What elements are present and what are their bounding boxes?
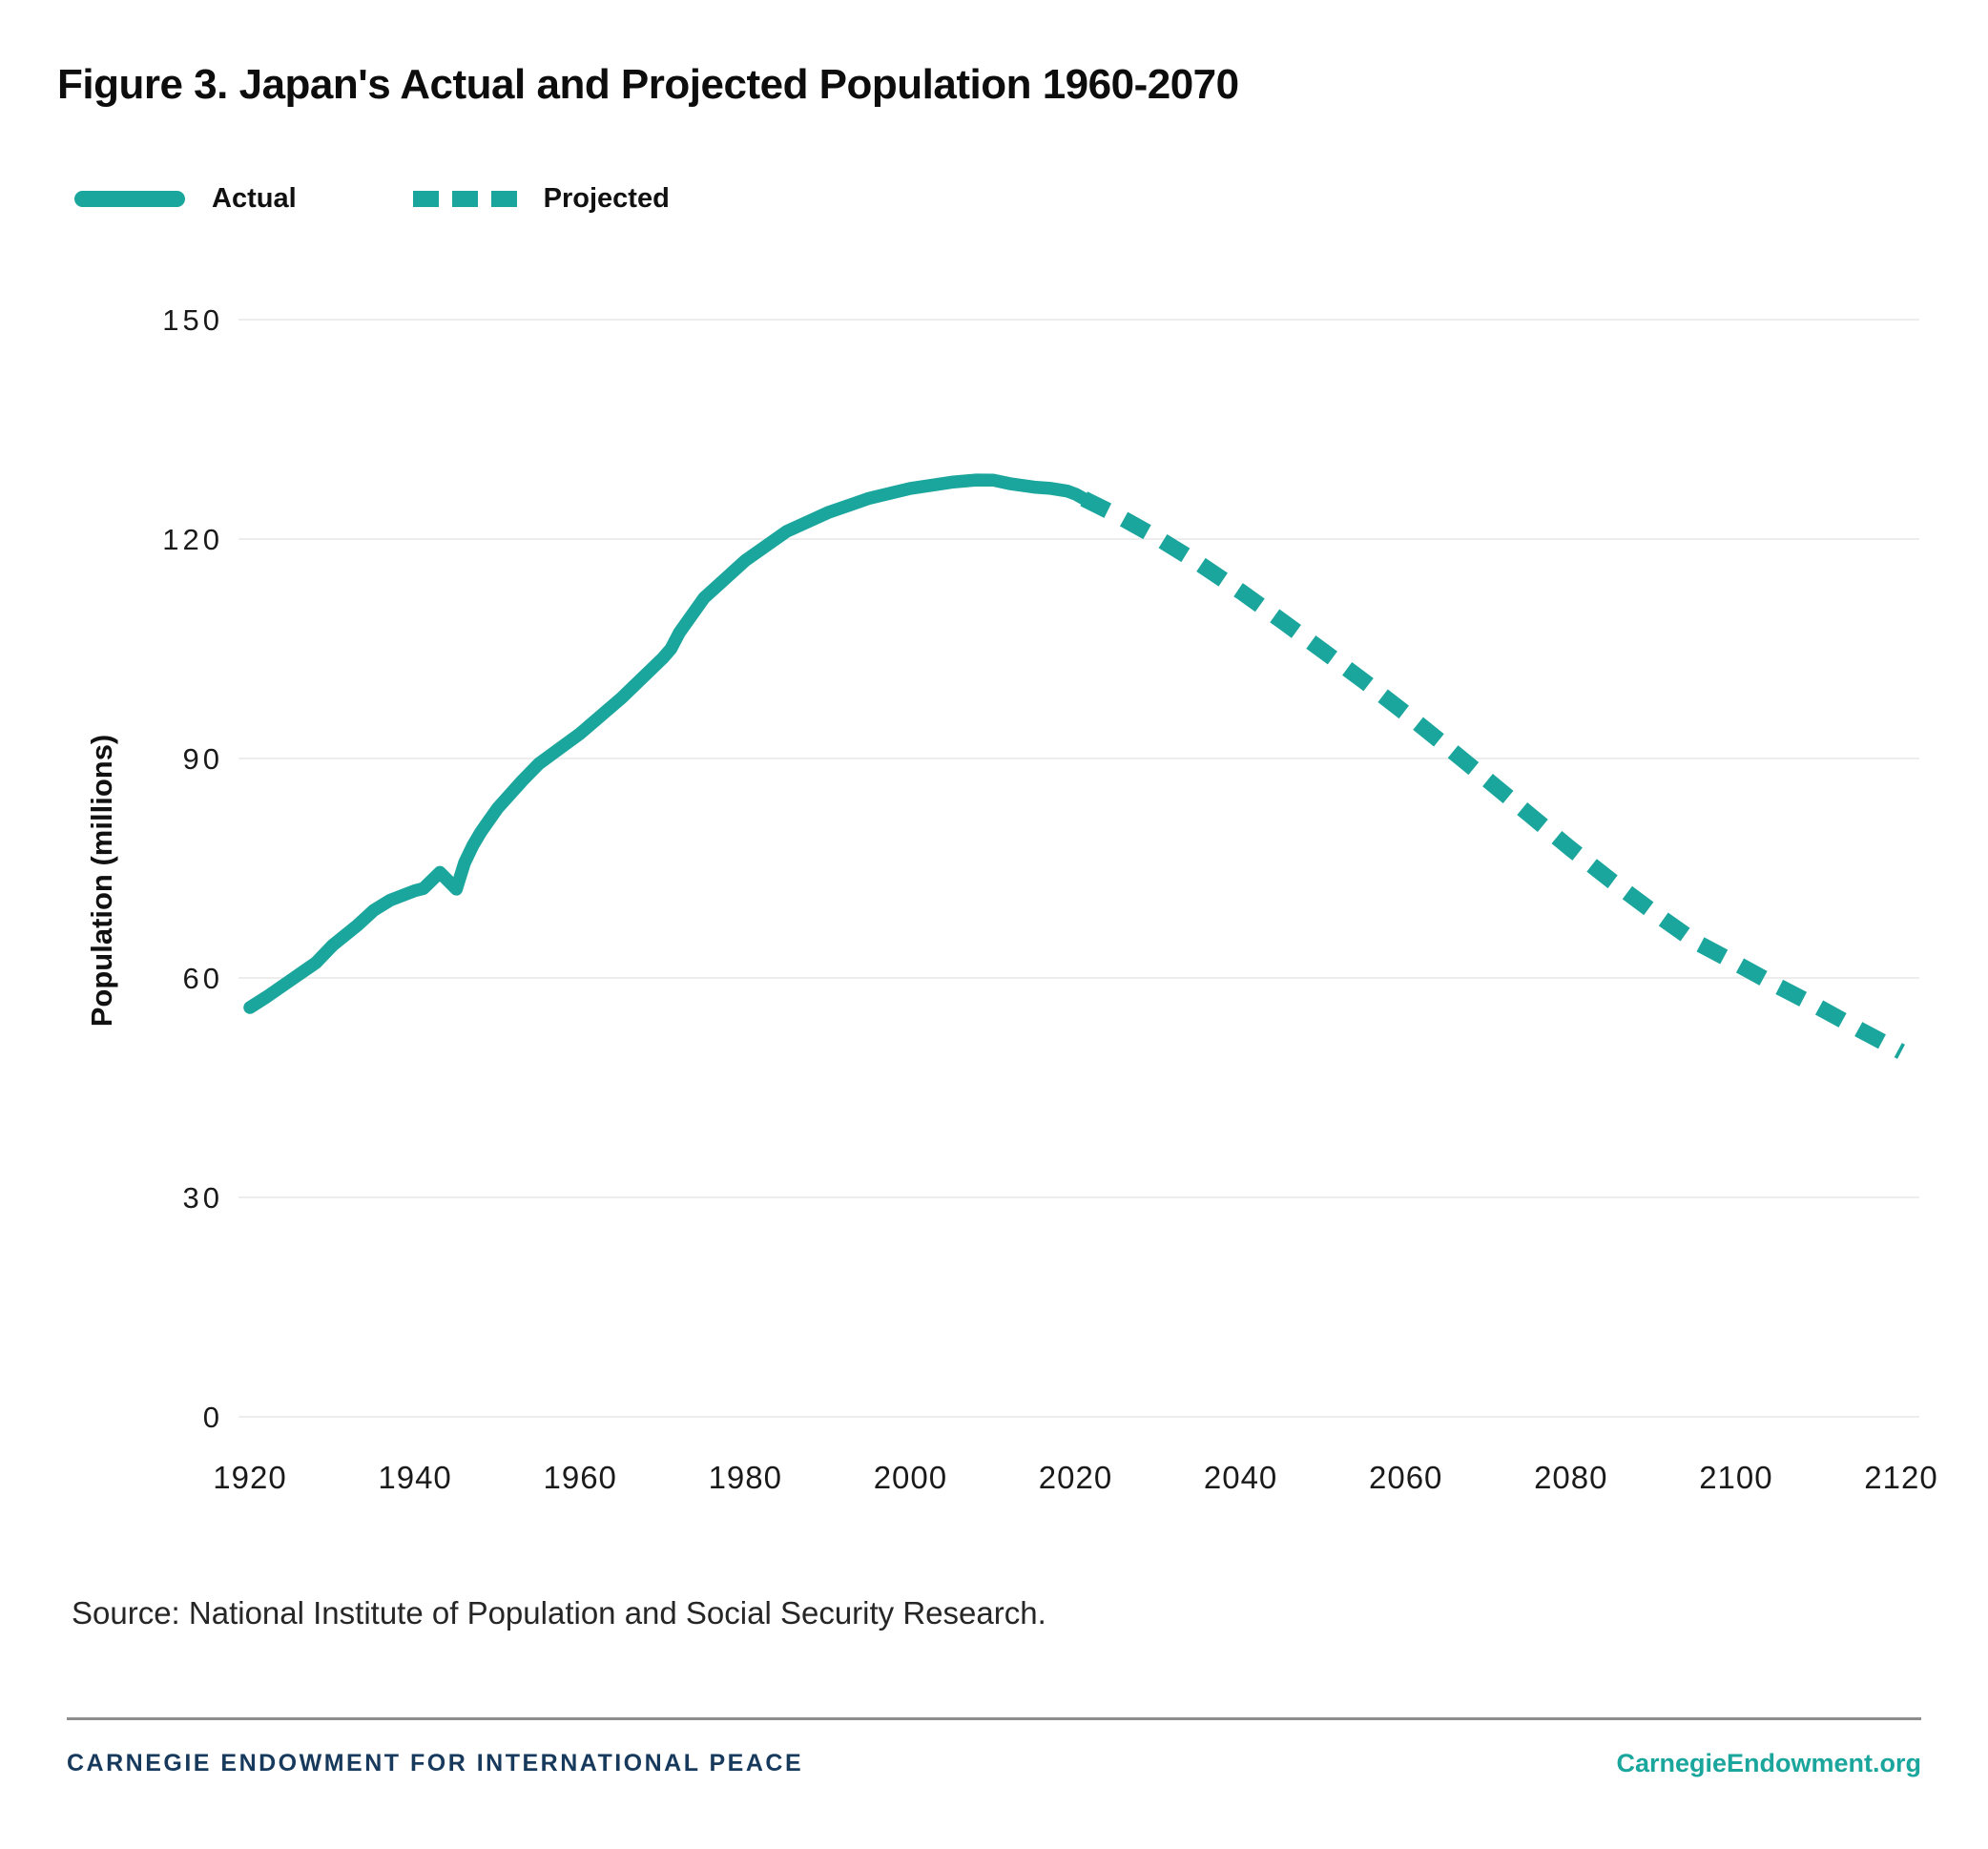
source-note: Source: National Institute of Population… (72, 1595, 1046, 1631)
x-tick-label-2000: 2000 (874, 1460, 947, 1495)
actual-line (243, 473, 1090, 1014)
y-tick-label-60: 60 (183, 962, 223, 995)
x-tick-label-2100: 2100 (1699, 1460, 1772, 1495)
legend-item-actual: Actual (74, 183, 297, 215)
x-tick-label-2060: 2060 (1369, 1460, 1442, 1495)
y-tick-label-30: 30 (183, 1181, 223, 1215)
legend-item-projected: Projected (412, 183, 670, 215)
x-tick-label-2120: 2120 (1864, 1460, 1937, 1495)
footer-org-name: CARNEGIE ENDOWMENT FOR INTERNATIONAL PEA… (67, 1750, 804, 1776)
x-tick-label-1920: 1920 (213, 1460, 286, 1495)
page-footer: CARNEGIE ENDOWMENT FOR INTERNATIONAL PEA… (67, 1749, 1921, 1778)
actual-line-swatch (74, 191, 185, 207)
legend-label-projected: Projected (543, 183, 670, 214)
x-tick-label-2020: 2020 (1039, 1460, 1112, 1495)
footer-divider (67, 1717, 1921, 1720)
x-tick-label-1940: 1940 (378, 1460, 451, 1495)
y-tick-label-150: 150 (162, 303, 223, 337)
footer-website-link[interactable]: CarnegieEndowment.org (1616, 1749, 1921, 1777)
y-tick-label-90: 90 (183, 742, 223, 776)
figure-title: Figure 3. Japan's Actual and Projected P… (57, 61, 1239, 108)
projected-line (1080, 491, 1905, 1059)
y-tick-label-120: 120 (162, 523, 223, 556)
x-tick-label-2080: 2080 (1534, 1460, 1607, 1495)
x-tick-label-1960: 1960 (543, 1460, 616, 1495)
projected-line-swatch (412, 191, 517, 207)
chart-legend: Actual Projected (74, 183, 670, 215)
legend-label-actual: Actual (212, 183, 297, 214)
y-tick-label-0: 0 (203, 1401, 223, 1434)
x-tick-label-1980: 1980 (709, 1460, 782, 1495)
x-tick-label-2040: 2040 (1204, 1460, 1277, 1495)
